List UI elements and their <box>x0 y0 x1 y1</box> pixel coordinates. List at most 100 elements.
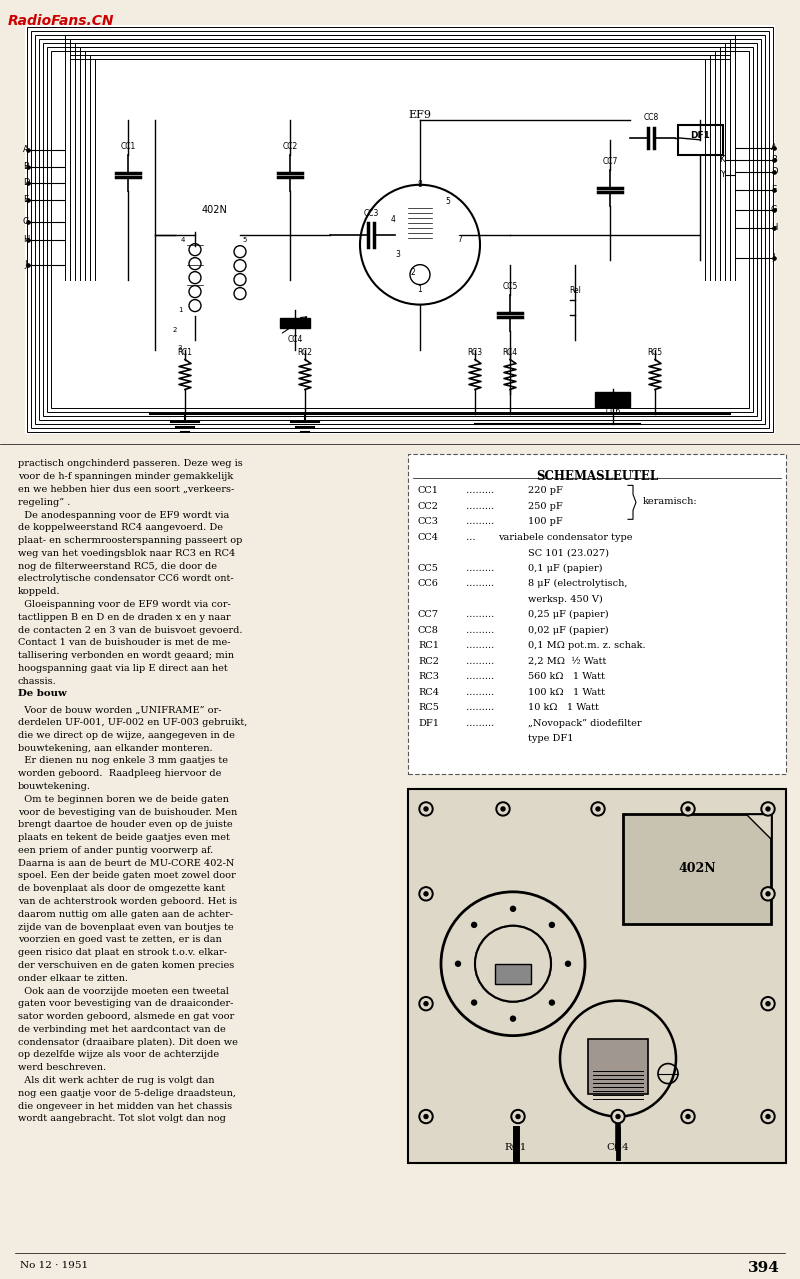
Circle shape <box>566 962 570 966</box>
Bar <box>623 813 771 923</box>
Text: de verbinding met het aardcontact van de: de verbinding met het aardcontact van de <box>18 1024 226 1033</box>
Text: EF9: EF9 <box>409 110 431 120</box>
Text: E: E <box>23 196 29 205</box>
Text: .........: ......... <box>463 564 498 573</box>
Text: onder elkaar te zitten.: onder elkaar te zitten. <box>18 973 128 982</box>
Text: RC5: RC5 <box>418 703 439 712</box>
FancyBboxPatch shape <box>408 454 786 774</box>
Text: 2,2 MΩ  ½ Watt: 2,2 MΩ ½ Watt <box>528 656 606 665</box>
Bar <box>408 789 786 1164</box>
Text: CC6: CC6 <box>606 408 621 417</box>
Text: RC1: RC1 <box>505 1143 527 1152</box>
Circle shape <box>424 1114 428 1119</box>
Circle shape <box>596 807 600 811</box>
Text: 394: 394 <box>748 1261 780 1275</box>
Text: weg van het voedingsblok naar RC3 en RC4: weg van het voedingsblok naar RC3 en RC4 <box>18 549 235 558</box>
Text: Y: Y <box>720 170 725 179</box>
Bar <box>51 51 749 408</box>
Bar <box>495 964 531 984</box>
Text: .........: ......... <box>463 579 498 588</box>
Circle shape <box>511 1110 525 1123</box>
Text: daarom nuttig om alle gaten aan de achter-: daarom nuttig om alle gaten aan de achte… <box>18 909 233 918</box>
Text: RC2: RC2 <box>298 348 313 357</box>
Text: .........: ......... <box>463 688 498 697</box>
Bar <box>39 38 761 421</box>
Text: Daarna is aan de beurt de MU-CORE 402-N: Daarna is aan de beurt de MU-CORE 402-N <box>18 858 234 867</box>
Circle shape <box>763 999 773 1009</box>
Text: .........: ......... <box>463 641 498 650</box>
Text: A: A <box>771 143 777 152</box>
Text: electrolytische condensator CC6 wordt ont-: electrolytische condensator CC6 wordt on… <box>18 574 234 583</box>
Circle shape <box>550 922 554 927</box>
Circle shape <box>419 886 433 900</box>
Circle shape <box>761 802 775 816</box>
Bar <box>27 27 773 432</box>
Text: .........: ......... <box>463 656 498 665</box>
Circle shape <box>424 807 428 811</box>
Text: CC3: CC3 <box>363 208 378 217</box>
Text: CC7: CC7 <box>418 610 439 619</box>
Text: 2: 2 <box>173 326 177 333</box>
Text: wordt aangebracht. Tot slot volgt dan nog: wordt aangebracht. Tot slot volgt dan no… <box>18 1114 226 1123</box>
Text: SC 101 (23.027): SC 101 (23.027) <box>528 549 609 558</box>
Circle shape <box>513 1111 523 1122</box>
Text: .........: ......... <box>463 501 498 510</box>
Text: G: G <box>22 217 30 226</box>
Text: DF1: DF1 <box>418 719 439 728</box>
Circle shape <box>421 999 431 1009</box>
Text: SCHEMASLEUTEL: SCHEMASLEUTEL <box>536 471 658 483</box>
Text: spoel. Een der beide gaten moet zowel door: spoel. Een der beide gaten moet zowel do… <box>18 871 236 880</box>
Text: 100 kΩ   1 Watt: 100 kΩ 1 Watt <box>528 688 605 697</box>
Text: Contact 1 van de buishouder is met de me-: Contact 1 van de buishouder is met de me… <box>18 638 230 647</box>
Text: RC4: RC4 <box>418 688 439 697</box>
Text: plaats en tekent de beide gaatjes even met: plaats en tekent de beide gaatjes even m… <box>18 833 230 842</box>
Circle shape <box>616 1114 620 1119</box>
Circle shape <box>496 802 510 816</box>
Text: bouwtekening, aan elkander monteren.: bouwtekening, aan elkander monteren. <box>18 743 213 752</box>
Text: .........: ......... <box>463 486 498 495</box>
Circle shape <box>611 1110 625 1123</box>
Text: Gloeispanning voor de EF9 wordt via cor-: Gloeispanning voor de EF9 wordt via cor- <box>18 600 230 609</box>
Text: .........: ......... <box>463 703 498 712</box>
Text: ...: ... <box>463 533 475 542</box>
Text: Ook aan de voorzijde moeten een tweetal: Ook aan de voorzijde moeten een tweetal <box>18 986 229 995</box>
Circle shape <box>613 1111 623 1122</box>
Text: „Novopack” diodefilter: „Novopack” diodefilter <box>528 719 642 728</box>
Circle shape <box>419 996 433 1010</box>
Circle shape <box>475 926 551 1001</box>
Circle shape <box>510 907 515 912</box>
Text: 0,25 μF (papier): 0,25 μF (papier) <box>528 610 609 619</box>
Circle shape <box>591 802 605 816</box>
Text: RC4: RC4 <box>502 348 518 357</box>
Circle shape <box>516 1114 520 1119</box>
Text: de bovenplaat als door de omgezette kant: de bovenplaat als door de omgezette kant <box>18 884 225 893</box>
Circle shape <box>683 1111 693 1122</box>
Text: tallisering verbonden en wordt geaard; min: tallisering verbonden en wordt geaard; m… <box>18 651 234 660</box>
Text: 4: 4 <box>181 237 185 243</box>
Text: variabele condensator type: variabele condensator type <box>498 533 633 542</box>
Circle shape <box>424 1001 428 1005</box>
Text: 1: 1 <box>178 307 182 312</box>
Circle shape <box>419 802 433 816</box>
Bar <box>678 125 723 155</box>
Text: CC7: CC7 <box>602 157 618 166</box>
Text: geen risico dat plaat en strook t.o.v. elkar-: geen risico dat plaat en strook t.o.v. e… <box>18 948 227 957</box>
Text: CC4: CC4 <box>418 533 439 542</box>
Text: 0,1 μF (papier): 0,1 μF (papier) <box>528 564 602 573</box>
Text: CC4: CC4 <box>606 1143 630 1152</box>
Text: een priem of ander puntig voorwerp af.: een priem of ander puntig voorwerp af. <box>18 845 214 854</box>
Circle shape <box>686 1114 690 1119</box>
Circle shape <box>501 807 505 811</box>
Text: 3: 3 <box>395 251 401 260</box>
Circle shape <box>761 1110 775 1123</box>
Text: 5: 5 <box>446 197 450 206</box>
Text: op dezelfde wijze als voor de achterzijde: op dezelfde wijze als voor de achterzijd… <box>18 1050 219 1059</box>
Bar <box>25 26 775 435</box>
Text: die ongeveer in het midden van het chassis: die ongeveer in het midden van het chass… <box>18 1101 232 1110</box>
Text: .........: ......... <box>463 625 498 634</box>
Text: E: E <box>771 185 777 194</box>
Circle shape <box>593 804 603 813</box>
Text: voor de bevestiging van de buishouder. Men: voor de bevestiging van de buishouder. M… <box>18 807 238 816</box>
Text: RC1: RC1 <box>418 641 439 650</box>
Text: B: B <box>23 162 29 171</box>
